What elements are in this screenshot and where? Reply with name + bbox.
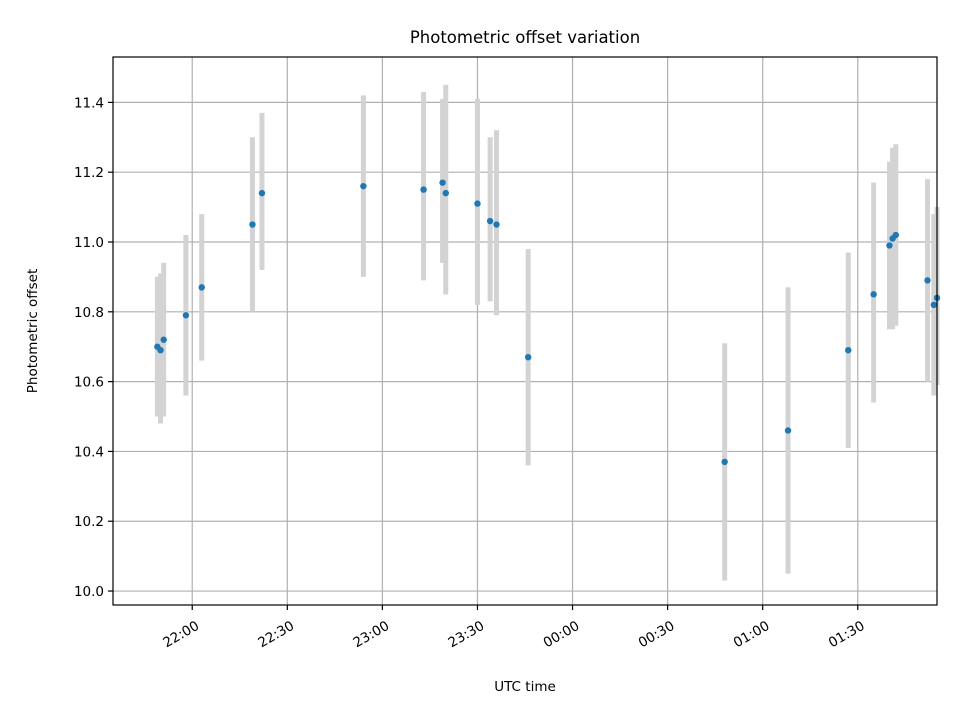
y-tick-label: 10.2 — [74, 514, 104, 530]
data-points — [154, 179, 941, 466]
data-point — [439, 179, 446, 186]
x-tick-label: 23:00 — [350, 618, 392, 651]
x-tick-label: 23:30 — [446, 618, 488, 651]
y-tick-label: 10.8 — [74, 305, 104, 321]
data-point — [784, 427, 792, 434]
y-tick-label: 10.4 — [74, 444, 104, 460]
x-tick-label: 01:30 — [826, 618, 868, 651]
data-point — [892, 231, 899, 239]
x-tick-label: 00:30 — [636, 618, 678, 651]
data-point — [442, 189, 449, 197]
data-point — [360, 182, 367, 190]
y-axis-label: Photometric offset — [25, 269, 41, 393]
x-tick-label: 01:00 — [731, 618, 773, 651]
y-tick-label: 10.0 — [74, 584, 104, 600]
x-axis-label: UTC time — [494, 679, 556, 695]
x-tick-label: 22:00 — [160, 618, 202, 651]
y-tick-label: 11.4 — [74, 95, 104, 111]
data-point — [886, 242, 893, 249]
y-tick-label: 11.2 — [74, 165, 104, 181]
data-point — [845, 346, 852, 354]
data-point — [924, 277, 931, 284]
chart-title: Photometric offset variation — [410, 28, 640, 47]
data-point — [870, 291, 877, 298]
data-point — [474, 200, 481, 207]
data-point — [258, 189, 266, 197]
data-point — [721, 458, 728, 466]
data-point — [160, 336, 167, 343]
data-point — [486, 217, 494, 225]
grid — [113, 57, 937, 605]
data-point — [157, 346, 164, 354]
data-point — [493, 221, 500, 228]
x-tick-label: 22:30 — [255, 618, 297, 651]
data-point — [182, 312, 190, 319]
axis-ticks: 22:00 22:30 23:00 23:30 00:00 00:30 01:00 01:30… — [74, 95, 868, 651]
plot-frame — [112, 56, 938, 606]
data-point — [420, 186, 427, 193]
data-point — [249, 221, 256, 228]
y-tick-label: 11.0 — [74, 235, 104, 251]
data-point — [524, 353, 532, 361]
y-tick-label: 10.6 — [74, 375, 104, 391]
error-bars — [154, 84, 940, 581]
data-point — [930, 301, 938, 309]
data-point — [198, 284, 205, 291]
x-tick-label: 00:00 — [541, 618, 583, 651]
